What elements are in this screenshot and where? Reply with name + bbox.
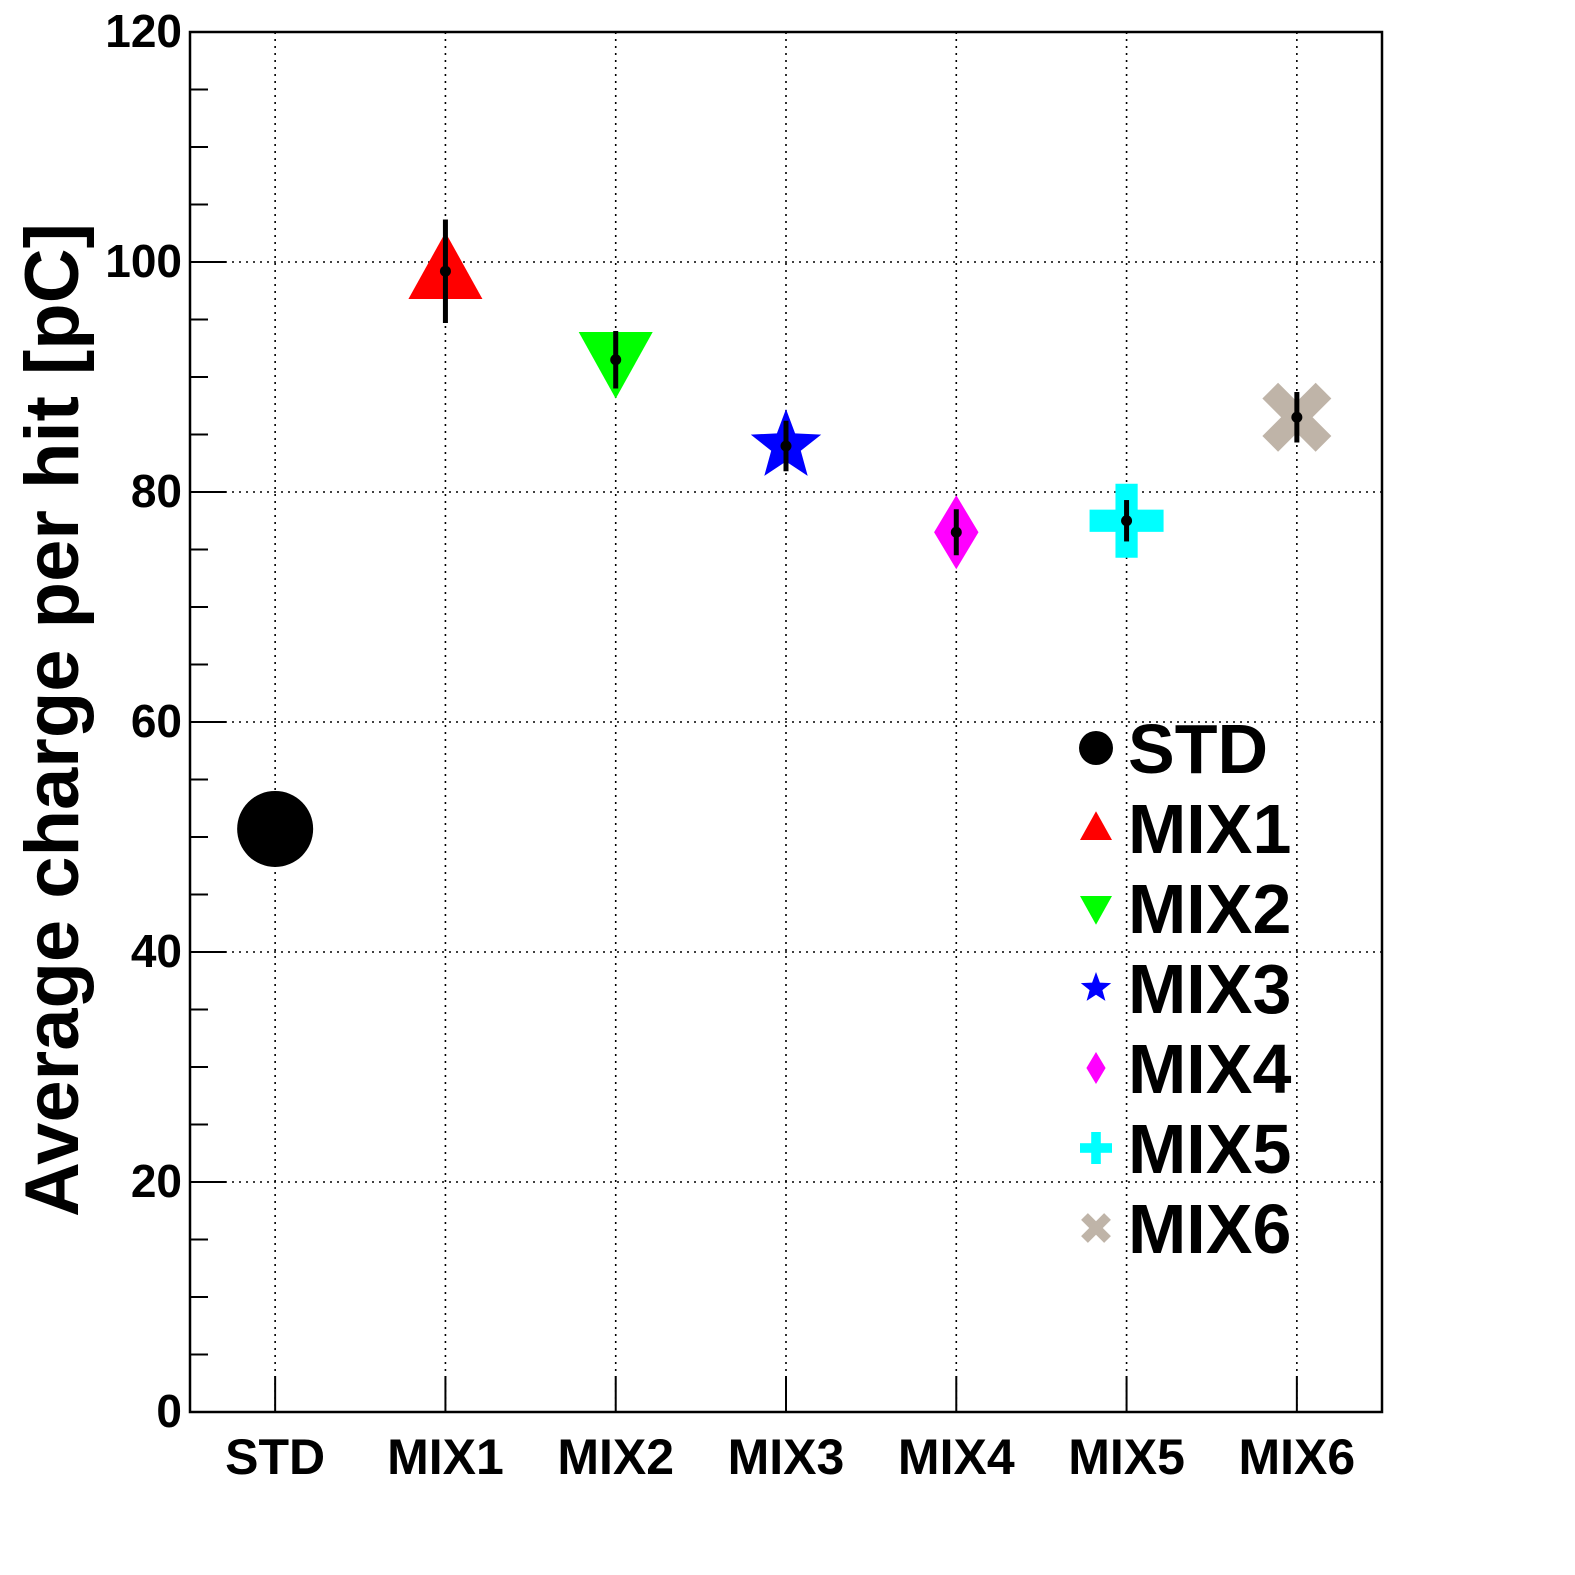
point-center bbox=[780, 440, 792, 452]
y-tick-label: 60 bbox=[131, 695, 182, 747]
legend-label: MIX2 bbox=[1128, 870, 1291, 948]
legend-marker bbox=[1080, 972, 1112, 1001]
point-center bbox=[1291, 411, 1303, 423]
data-points bbox=[237, 219, 1332, 867]
x-tick-label: MIX2 bbox=[557, 1429, 674, 1485]
legend-marker bbox=[1080, 896, 1112, 925]
x-tick-label: MIX6 bbox=[1239, 1429, 1356, 1485]
legend-label: MIX3 bbox=[1128, 950, 1291, 1028]
point-center bbox=[1121, 515, 1133, 527]
data-point-std bbox=[237, 790, 314, 867]
point-center bbox=[610, 354, 622, 366]
data-point-mix1 bbox=[408, 219, 483, 323]
y-tick-label: 120 bbox=[105, 5, 182, 57]
y-tick-label: 80 bbox=[131, 465, 182, 517]
y-tick-label: 0 bbox=[156, 1385, 182, 1437]
grid-lines bbox=[190, 32, 1382, 1412]
y-axis-title: Average charge per hit [pC] bbox=[10, 223, 95, 1217]
x-tick-labels: STD MIX1 MIX2 MIX3 MIX4 MIX5 MIX6 bbox=[225, 1429, 1355, 1485]
legend-entry-mix6: MIX6 bbox=[1081, 1190, 1291, 1268]
legend-entry-std: STD bbox=[1079, 710, 1268, 788]
x-tick-label: MIX3 bbox=[728, 1429, 845, 1485]
legend-marker bbox=[1080, 1132, 1112, 1164]
y-tick-label: 20 bbox=[131, 1155, 182, 1207]
y-tick-label: 40 bbox=[131, 925, 182, 977]
legend-label: MIX1 bbox=[1128, 790, 1291, 868]
y-tick-labels: 0 20 40 60 80 100 120 bbox=[105, 5, 182, 1437]
legend-marker bbox=[1079, 731, 1113, 765]
point-center bbox=[950, 526, 962, 538]
data-point-mix4 bbox=[934, 495, 979, 570]
data-point-mix5 bbox=[1089, 483, 1164, 558]
legend-label: MIX4 bbox=[1128, 1030, 1291, 1108]
x-tick-label: MIX4 bbox=[898, 1429, 1015, 1485]
legend-entry-mix1: MIX1 bbox=[1080, 790, 1291, 868]
data-point-mix6 bbox=[1262, 382, 1332, 452]
legend-label: STD bbox=[1128, 710, 1268, 788]
legend-entry-mix5: MIX5 bbox=[1080, 1110, 1291, 1188]
legend-marker bbox=[1086, 1052, 1106, 1084]
data-point-mix3 bbox=[750, 409, 822, 476]
legend-entry-mix2: MIX2 bbox=[1080, 870, 1291, 948]
x-tick-label: MIX5 bbox=[1068, 1429, 1185, 1485]
legend-marker bbox=[1081, 1213, 1111, 1243]
x-tick-label: MIX1 bbox=[387, 1429, 504, 1485]
legend-entry-mix4: MIX4 bbox=[1086, 1030, 1291, 1108]
legend-marker bbox=[1080, 811, 1112, 840]
legend-label: MIX5 bbox=[1128, 1110, 1291, 1188]
point-center bbox=[439, 265, 451, 277]
axis-ticks bbox=[190, 31, 1298, 1413]
data-point-mix2 bbox=[578, 331, 653, 399]
y-tick-label: 100 bbox=[105, 235, 182, 287]
legend-entry-mix3: MIX3 bbox=[1080, 950, 1291, 1028]
legend-label: MIX6 bbox=[1128, 1190, 1291, 1268]
x-tick-label: STD bbox=[225, 1429, 325, 1485]
